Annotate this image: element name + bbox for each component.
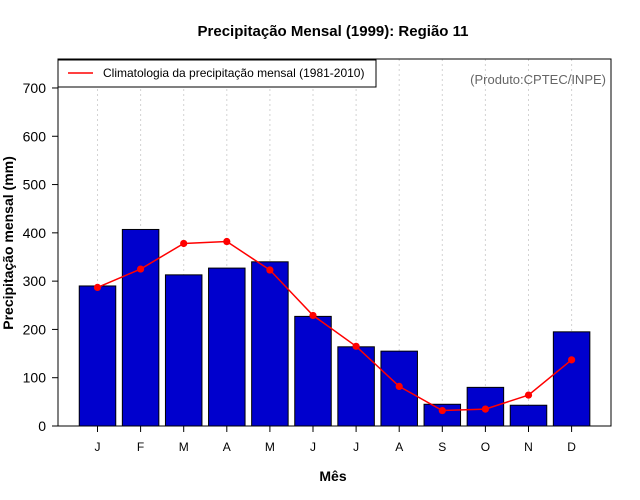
bar-j-6 <box>294 315 332 427</box>
climatology-point <box>137 265 145 273</box>
legend-label: Climatologia da precipitação mensal (198… <box>103 66 364 80</box>
legend-box <box>57 59 377 88</box>
x-tick-label: M <box>179 440 189 454</box>
climatology-point <box>395 382 403 391</box>
y-tick-label: 600 <box>23 128 47 144</box>
climatology-point <box>568 356 576 364</box>
climatology-point <box>481 405 489 413</box>
x-tick-label: S <box>438 440 446 454</box>
y-tick-label: 300 <box>23 273 47 289</box>
bar-j-7 <box>337 346 375 427</box>
chart-title: Precipitação Mensal (1999): Região 11 <box>198 23 469 40</box>
climatology-point <box>309 311 317 320</box>
x-tick-label: D <box>567 440 576 454</box>
x-tick-label: F <box>137 440 144 454</box>
x-tick-label: M <box>265 440 275 454</box>
y-axis: 0 100 200 300 400 500 600 700 <box>23 80 58 434</box>
climatology-point <box>438 406 446 415</box>
x-tick-label: N <box>524 440 533 454</box>
plot-frame <box>57 58 612 427</box>
bar-m-5 <box>251 261 289 427</box>
y-tick-label: 200 <box>23 321 47 337</box>
x-tick-label: O <box>481 440 490 454</box>
y-axis-title: Precipitação mensal (mm) <box>0 156 16 330</box>
bar-f-2 <box>121 228 160 427</box>
bars-series <box>78 228 591 427</box>
climatology-point <box>223 237 231 246</box>
climatology-point <box>352 342 360 350</box>
climatology-point <box>93 283 102 292</box>
climatology-point <box>180 239 188 248</box>
climatology-series <box>93 237 576 415</box>
x-tick-label: A <box>223 440 231 454</box>
x-tick-label: J <box>310 440 316 454</box>
credit-annotation: (Produto:CPTEC/INPE) <box>470 72 606 87</box>
climatology-line <box>97 240 573 412</box>
climatology-point <box>524 391 533 399</box>
y-tick-label: 400 <box>23 225 47 241</box>
legend: Climatologia da precipitação mensal (198… <box>57 59 377 88</box>
bar-j-1 <box>78 285 117 427</box>
x-tick-label: A <box>395 440 403 454</box>
y-tick-label: 500 <box>23 177 47 193</box>
y-tick-label: 700 <box>23 80 47 96</box>
x-tick-label: J <box>95 440 101 454</box>
y-tick-label: 0 <box>38 418 46 434</box>
bar-m-3 <box>164 274 203 427</box>
bar-d-12 <box>552 331 591 427</box>
y-tick-label: 100 <box>23 370 47 386</box>
bar-a-4 <box>208 267 246 427</box>
climatology-point <box>266 266 274 274</box>
bar-n-11 <box>509 404 548 427</box>
x-tick-label: J <box>353 440 359 454</box>
x-axis-title: Mês <box>319 468 346 484</box>
